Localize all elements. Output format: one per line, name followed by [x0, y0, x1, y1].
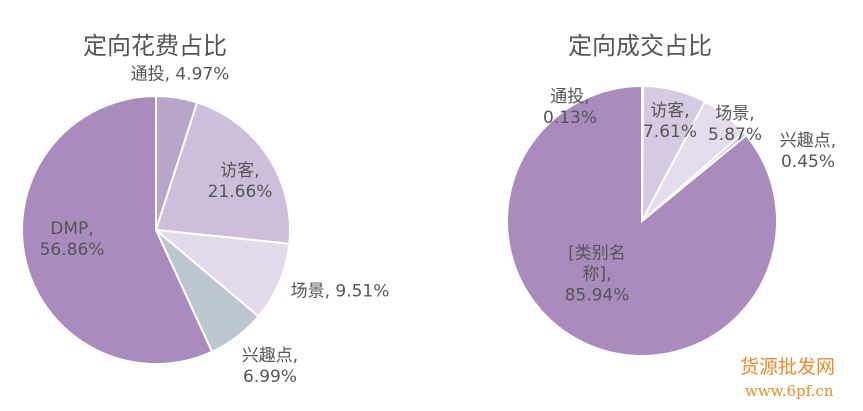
slice-label: [类别名称], 85.94% — [562, 244, 632, 307]
category-label: 访客, — [220, 161, 260, 181]
category-label: DMP, — [50, 219, 94, 239]
chart-title: 定向花费占比 — [83, 32, 227, 60]
chart-title: 定向成交占比 — [568, 32, 712, 60]
category-label: 场景, — [290, 281, 330, 302]
slice-label: 访客, 7.61% — [643, 101, 697, 143]
value-label: 21.66% — [207, 182, 273, 202]
value-label: 0.45% — [780, 152, 835, 172]
slice-label: 访客, 21.66% — [208, 161, 273, 203]
value-label: 6.99% — [242, 367, 297, 387]
pie-slice — [152, 228, 291, 318]
category-label: 兴趣点, — [241, 346, 299, 366]
category-label: 兴趣点, — [779, 131, 837, 151]
value-label: 56.86% — [39, 240, 105, 260]
category-label: 访客, — [650, 101, 690, 121]
slice-label: 兴趣点, 0.45% — [780, 131, 836, 173]
value-label: 5.87% — [707, 125, 763, 145]
category-label: [类别名称], — [568, 243, 626, 285]
value-label: 4.97% — [175, 64, 230, 85]
watermark-url: www.6pf.cn — [745, 382, 834, 400]
slice-label: 场景, 9.51% — [291, 282, 390, 303]
value-label: 85.94% — [564, 285, 630, 306]
pie-slice — [21, 94, 214, 365]
watermark-name: 货源批发网 — [740, 356, 836, 378]
slice-label: 通投, 4.97% — [131, 65, 230, 86]
pie-slice — [154, 101, 291, 245]
pie-slice — [506, 84, 778, 357]
category-label: 场景, — [715, 104, 755, 124]
slice-label: DMP, 56.86% — [40, 219, 105, 261]
slice-label: 兴趣点, 6.99% — [242, 346, 298, 388]
value-label: 9.51% — [335, 281, 390, 302]
value-label: 7.61% — [642, 122, 698, 142]
slice-label: 通投, 0.13% — [543, 87, 597, 129]
slice-label: 场景, 5.87% — [708, 104, 762, 146]
category-label: 通投, — [550, 87, 590, 107]
category-label: 通投, — [130, 64, 170, 85]
value-label: 0.13% — [542, 108, 598, 128]
